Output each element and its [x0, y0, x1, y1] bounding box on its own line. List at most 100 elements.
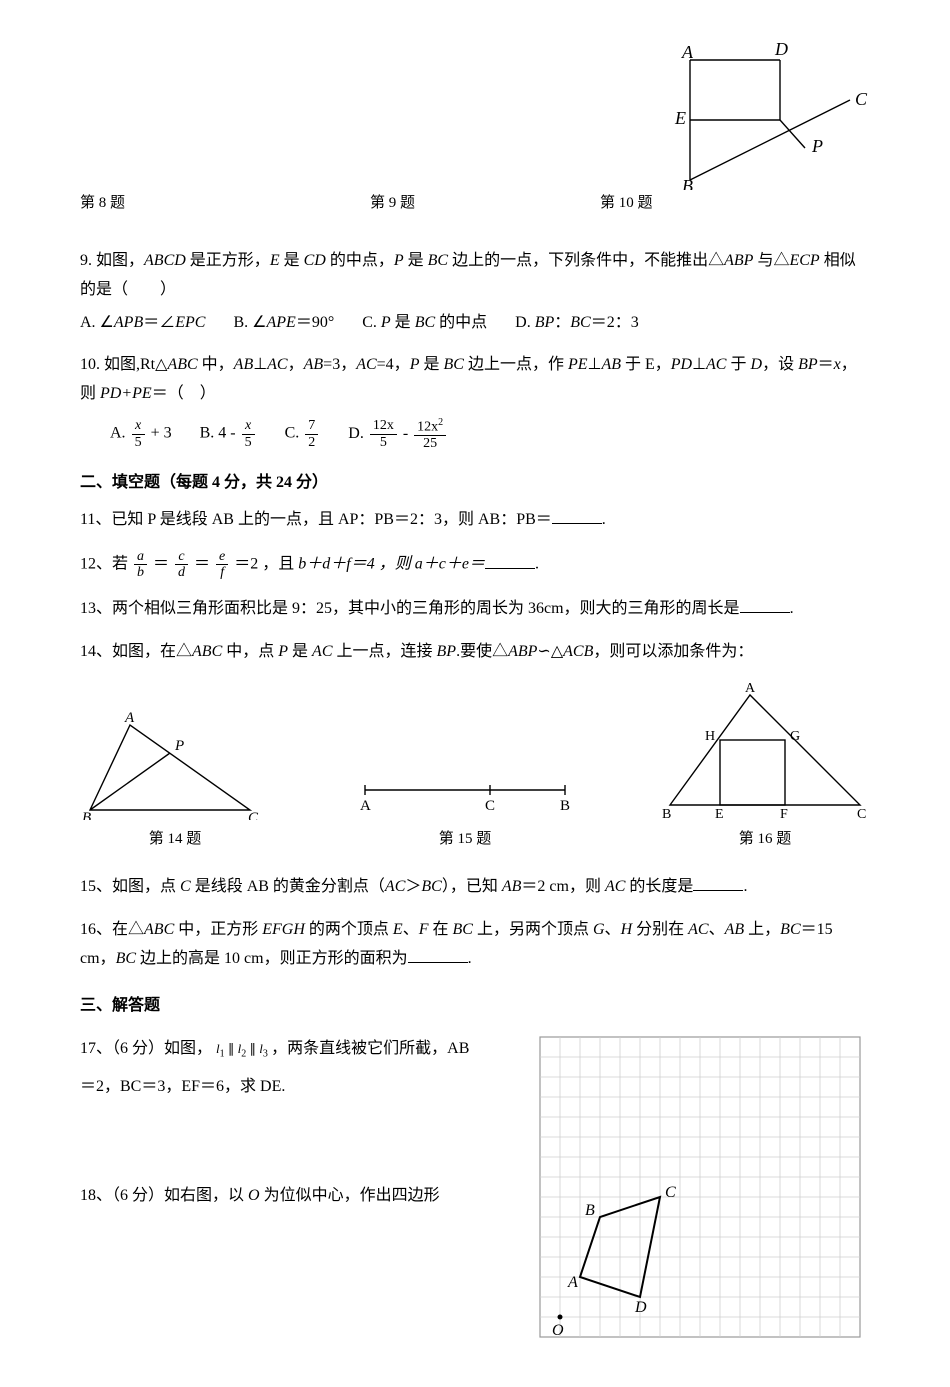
mid-figure-row: A P B C 第 14 题 A C B 第 15 题 A H G B — [80, 680, 870, 853]
q9C3: 是 — [391, 314, 415, 331]
lblB: B — [682, 176, 693, 190]
fig16-svg: A H G B E F C — [660, 680, 870, 820]
q15end: . — [743, 878, 747, 895]
q18-svg: A B C D O — [530, 1027, 870, 1347]
q10Dm: - — [403, 425, 408, 442]
q12: 12、若 ab ＝ cd ＝ ef ＝2 ，且 b＋d＋f＝4 ，则 a＋c＋e… — [80, 549, 870, 581]
q16d: EFGH — [262, 921, 305, 938]
q18B: B — [585, 1202, 595, 1219]
q10-6: AC — [267, 356, 287, 373]
lblA: A — [681, 42, 694, 62]
q9C5: 的中点 — [435, 314, 487, 331]
q10-21: ⊥ — [692, 356, 706, 373]
q18O: O — [552, 1322, 564, 1339]
q16s: 上， — [744, 921, 780, 938]
q10-9: =3， — [323, 356, 356, 373]
fig15-label: 第 15 题 — [345, 826, 585, 853]
q9-t8: P — [394, 252, 404, 269]
q16v: BC — [116, 950, 136, 967]
q10-optD: D. 12x5 - 12x225 — [348, 417, 448, 451]
f15C: C — [485, 798, 495, 814]
q13-blank — [740, 596, 790, 613]
lblD: D — [774, 40, 788, 59]
q9A3: ＝∠ — [143, 314, 175, 331]
q16p: AC — [688, 921, 708, 938]
q9-t13: 与△ — [753, 252, 789, 269]
q12mid: b＋d＋f＝4 ，则 — [298, 556, 414, 573]
q10D2s: 2 — [438, 417, 443, 428]
q15c: 是线段 AB 的黄金分割点（ — [191, 878, 385, 895]
q9C1: C. — [362, 314, 381, 331]
q12-f2: cd — [175, 549, 188, 581]
q17-parallel: l1 ∥ l2 ∥ l3 — [216, 1041, 271, 1056]
q9B2: APE — [266, 314, 295, 331]
q13: 13、两个相似三角形面积比是 9：25，其中小的三角形的周长为 36cm，则大的… — [80, 595, 870, 624]
q9A2: APB — [114, 314, 143, 331]
q11-blank — [552, 507, 602, 524]
q10Bn: x — [242, 418, 255, 434]
q12two: ＝2 ，且 — [234, 556, 298, 573]
q10-1: 10. 如图,Rt△ — [80, 356, 167, 373]
q10-2: ABC — [167, 356, 197, 373]
q10-options: A. x5 + 3 B. 4 - x5 C. 72 D. 12x5 - 12x2… — [110, 417, 870, 451]
q16a: 16、在△ — [80, 921, 144, 938]
q15f: BC — [421, 878, 441, 895]
q9-t3: 是正方形， — [186, 252, 270, 269]
q14b: ABC — [192, 643, 222, 660]
q17b: ，两条直线被它们所截，AB — [271, 1040, 469, 1057]
q9D3: ： — [554, 314, 570, 331]
q16w: 边上的高是 10 cm，则正方形的面积为 — [136, 950, 408, 967]
q10D1nt: 12x — [373, 418, 394, 433]
q10-18: AB — [601, 356, 621, 373]
q10-8: AB — [304, 356, 324, 373]
f16G: G — [790, 729, 800, 744]
q16t: BC — [780, 921, 800, 938]
q10A-frac: x5 — [132, 418, 145, 450]
q10D2n: 12x2 — [414, 417, 446, 436]
q12b: b — [134, 565, 147, 580]
q9B1: B. ∠ — [233, 314, 266, 331]
q9-t5: 是 — [280, 252, 304, 269]
q9D4: BC — [570, 314, 590, 331]
q11-text: 11、已知 P 是线段 AB 上的一点，且 AP：PB＝2：3，则 AB：PB＝ — [80, 511, 552, 528]
q10-12: P — [410, 356, 420, 373]
q9-optB: B. ∠APE＝90° — [233, 309, 334, 338]
fig15-svg: A C B — [345, 770, 585, 820]
fig14-block: A P B C 第 14 题 — [80, 710, 270, 853]
q9-t11: 边上的一点，下列条件中，不能推出△ — [448, 252, 724, 269]
q15k: 的长度是 — [625, 878, 693, 895]
fig14-svg: A P B C — [80, 710, 270, 820]
q17s2: 2 — [241, 1048, 246, 1059]
q10-19: 于 E， — [621, 356, 671, 373]
q10-24: D — [751, 356, 763, 373]
fig10-svg: A D C E P B — [660, 40, 870, 190]
q10Ap: + 3 — [151, 425, 172, 442]
q16b: ABC — [144, 921, 174, 938]
q15-blank — [693, 874, 743, 891]
q10: 10. 如图,Rt△ABC 中，AB⊥AC，AB=3，AC=4，P 是 BC 边… — [80, 351, 870, 451]
q9-t10: BC — [428, 252, 448, 269]
q15g: ），已知 — [442, 878, 502, 895]
q10-23: 于 — [726, 356, 750, 373]
q10-optA: A. x5 + 3 — [110, 418, 172, 450]
q10Cn: 7 — [305, 418, 318, 434]
f14B: B — [82, 810, 91, 820]
q16q: 、 — [709, 921, 725, 938]
q18C: C — [665, 1184, 676, 1201]
q18-figure: A B C D O — [530, 1027, 870, 1347]
q10-27: ＝ — [818, 356, 834, 373]
q9C4: BC — [415, 314, 435, 331]
q10-13: 是 — [419, 356, 443, 373]
q15j: AC — [605, 878, 625, 895]
q9B3: ＝90° — [296, 314, 334, 331]
q14f: AC — [312, 643, 332, 660]
lblP: P — [811, 136, 823, 156]
section2-head: 二、填空题（每题 4 分，共 24 分） — [80, 469, 870, 498]
q9-t2: ABCD — [144, 252, 186, 269]
q15h: AB — [502, 878, 522, 895]
q9-t14: ECP — [789, 252, 819, 269]
lblC: C — [855, 89, 868, 109]
q16k: 上，另两个顶点 — [473, 921, 593, 938]
q10-31: ＝（ ） — [152, 385, 216, 402]
f16H: H — [705, 729, 715, 744]
